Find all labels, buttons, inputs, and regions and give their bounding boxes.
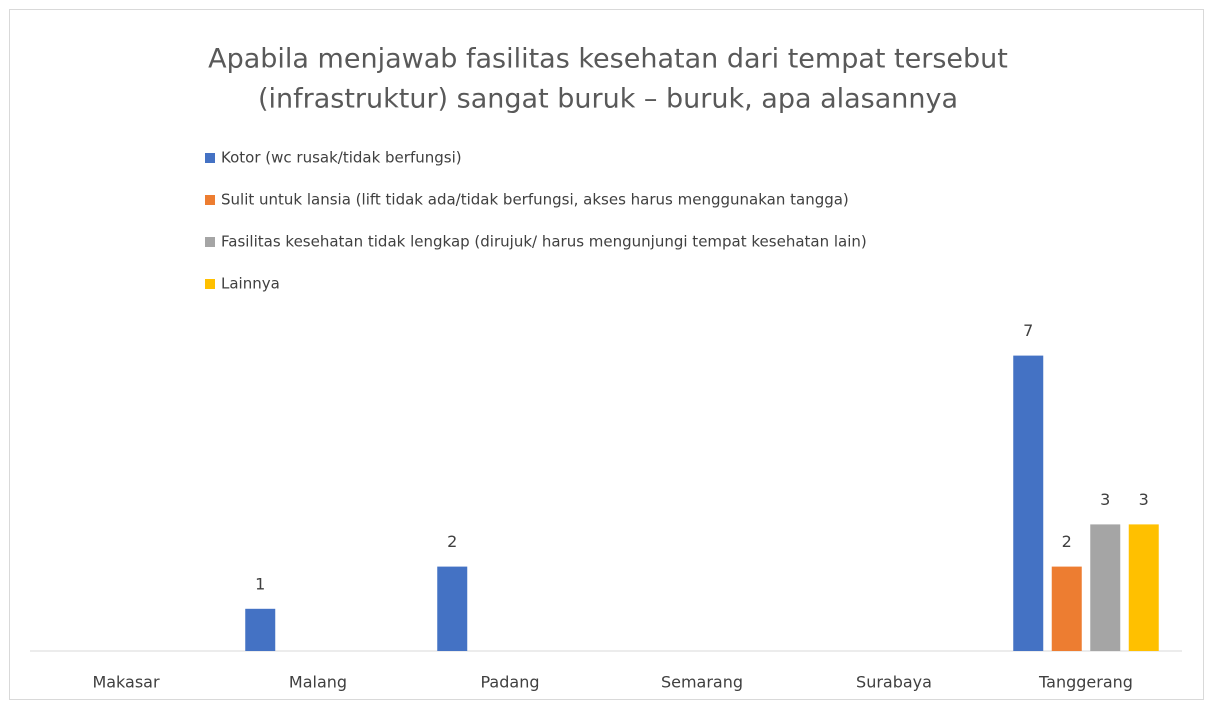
x-tick-label: Semarang (661, 673, 743, 692)
x-tick-label: Makasar (92, 673, 160, 692)
legend-label: Fasilitas kesehatan tidak lengkap (diruj… (221, 233, 867, 251)
legend-label: Lainnya (221, 275, 280, 293)
data-label: 1 (255, 574, 265, 593)
chart-frame (9, 9, 1204, 700)
legend-label: Sulit untuk lansia (lift tidak ada/tidak… (221, 191, 849, 209)
legend-swatch (205, 237, 215, 247)
data-label: 3 (1100, 490, 1110, 509)
data-label: 7 (1023, 321, 1033, 340)
bar (1051, 566, 1082, 651)
bar (245, 608, 276, 651)
bar (1128, 524, 1159, 651)
bar (1013, 355, 1044, 651)
data-label: 3 (1139, 490, 1149, 509)
bar (437, 566, 468, 651)
data-label: 2 (447, 532, 457, 551)
chart-title: (infrastruktur) sangat buruk – buruk, ap… (258, 84, 958, 115)
legend-swatch (205, 195, 215, 205)
legend-label: Kotor (wc rusak/tidak berfungsi) (221, 149, 462, 167)
chart-title: Apabila menjawab fasilitas kesehatan dar… (208, 44, 1008, 75)
legend-swatch (205, 279, 215, 289)
x-tick-label: Tanggerang (1038, 673, 1133, 692)
x-tick-label: Surabaya (856, 673, 932, 692)
bar (1090, 524, 1121, 651)
x-tick-label: Padang (481, 673, 540, 692)
data-label: 2 (1062, 532, 1072, 551)
legend-swatch (205, 153, 215, 163)
x-tick-label: Malang (289, 673, 347, 692)
